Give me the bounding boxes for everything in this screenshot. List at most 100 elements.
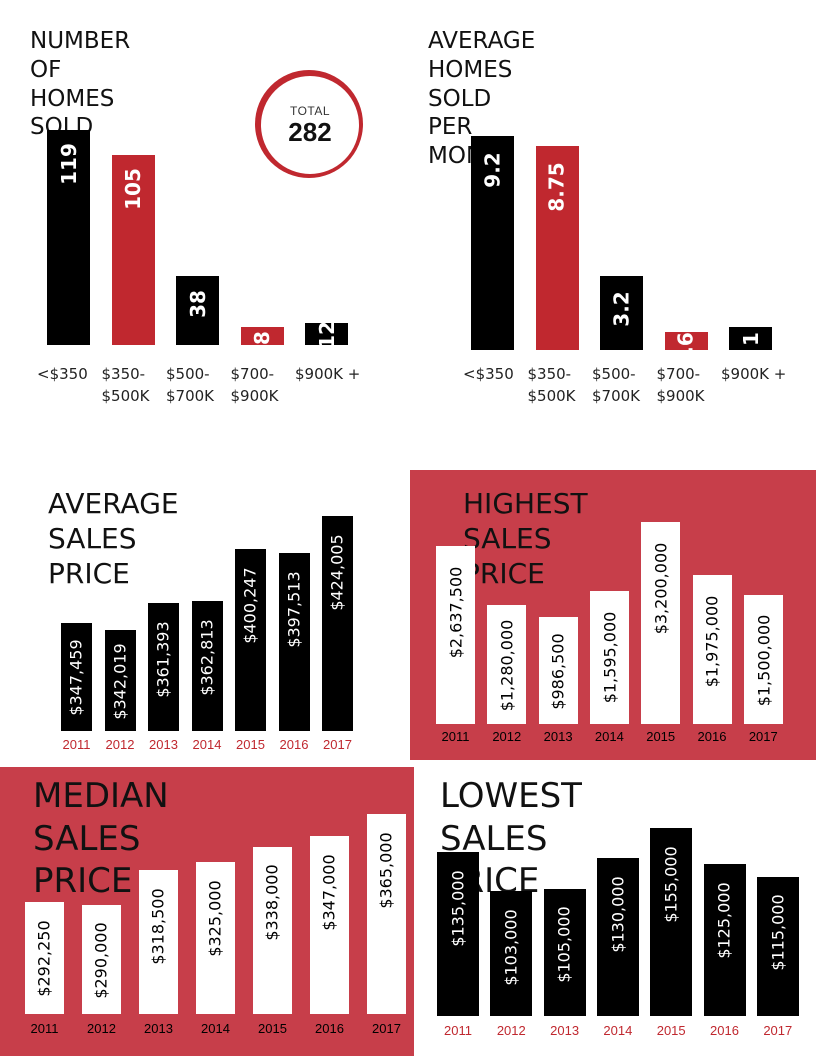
highest-price-year-label: 2014 [594,729,624,744]
median-price-bar [367,814,406,1014]
avg-per-month-category-label: $500- $700K [592,365,641,405]
avg-per-month-bar [535,146,579,350]
avg-per-month-bar [729,326,772,350]
median-price-value-label: $292,250 [35,920,54,997]
median-price-value-label: $290,000 [92,922,111,999]
median-price-title: MEDIAN SALES PRICE [33,776,169,901]
highest-price-year-label: 2011 [441,729,470,744]
total-value: 282 [288,116,332,147]
average-price-year-label: 2011 [62,737,91,752]
average-price-value-label: $347,459 [67,639,86,717]
highest-price-value-label: $1,595,000 [599,611,619,704]
homes-sold-category-label: $700- $900K [230,365,279,405]
median-price-year-label: 2012 [87,1021,116,1036]
average-price-bar [235,549,266,731]
average-price-bar [191,601,223,731]
avg-per-month-value-label: 8.75 [545,162,570,212]
average-price-value-label: $400,247 [241,567,260,644]
homes-sold-value-label: 119 [56,142,81,185]
average-price-bar [148,603,179,731]
lowest-price-year-label: 2013 [550,1023,580,1038]
average-price-value-label: $342,019 [110,643,130,720]
lowest-price-value-label: $130,000 [608,876,628,953]
median-price-value-label: $338,000 [263,864,282,942]
avg-per-month-value-label: 3.2 [609,291,634,328]
lowest-price-bar [703,864,746,1016]
homes-sold-bar [47,130,90,345]
homes-sold-category-label: $500- $700K [166,365,215,405]
lowest-price-value-label: $135,000 [448,870,468,947]
highest-price-value-label: $1,500,000 [753,614,773,707]
lowest-price-value-label: $115,000 [768,894,788,971]
avg-per-month-bar [600,275,643,350]
median-price-value-label: $347,000 [320,853,339,931]
avg-per-month-value-label: 0.67 [674,318,699,368]
homes-sold-bar [111,155,155,345]
avg-per-month-category-label: $350- $500K [527,365,576,405]
lowest-price-year-label: 2016 [710,1023,739,1038]
avg-per-month-value-label: 1 [738,332,763,347]
median-price-year-label: 2011 [30,1021,59,1036]
lowest-price-value-label: $125,000 [715,882,734,959]
average-price-value-label: $397,513 [284,571,304,648]
avg-per-month-category-label: $900K + [721,365,787,383]
average-price-bar [104,630,136,731]
highest-price-bar [436,546,475,724]
average-price-year-label: 2015 [236,737,265,752]
median-price-year-label: 2017 [372,1021,401,1036]
average-price-year-label: 2012 [105,737,135,752]
total-badge-ring: TOTAL 282 [261,76,359,174]
lowest-price-bar [437,852,479,1016]
highest-price-year-label: 2012 [492,729,522,744]
lowest-price-year-label: 2012 [496,1023,526,1038]
average-price-year-label: 2014 [192,737,222,752]
average-price-value-label: $361,393 [154,621,173,698]
avg-per-month-bar [471,136,514,350]
homes-sold-title: NUMBER OF HOMES SOLD [30,28,131,141]
lowest-price-year-label: 2014 [603,1023,633,1038]
avg-per-month-bar [664,332,708,350]
highest-price-value-label: $3,200,000 [651,542,671,635]
highest-price-bar [692,574,732,724]
median-price-value-label: $325,000 [206,880,225,957]
homes-sold-value-label: 38 [185,289,210,318]
avg-per-month-category-label: <$350 [463,365,514,383]
highest-price-year-label: 2016 [697,729,727,744]
median-price-year-label: 2015 [258,1021,287,1036]
total-label: TOTAL [289,103,331,118]
highest-price-bar [641,522,681,724]
lowest-price-year-label: 2015 [656,1023,686,1038]
lowest-price-year-label: 2017 [763,1023,793,1038]
lowest-price-year-label: 2011 [444,1023,472,1038]
average-price-value-label: $424,005 [328,534,347,611]
highest-price-title: HIGHEST SALES PRICE [463,487,588,590]
highest-price-bar [487,604,527,724]
homes-sold-value-label: 12 [314,321,339,350]
lowest-price-bar [650,828,693,1016]
average-price-bar [322,516,353,731]
lowest-price-value-label: $155,000 [661,846,681,923]
average-price-bar [278,552,310,731]
highest-price-bar [538,617,578,724]
highest-price-year-label: 2013 [543,729,573,744]
median-price-bar [310,835,349,1014]
lowest-price-value-label: $103,000 [501,909,521,986]
median-price-bar [25,902,64,1014]
average-price-year-label: 2013 [149,737,178,752]
homes-sold-bar [176,276,219,345]
highest-price-value-label: $986,500 [548,633,568,710]
average-price-year-label: 2016 [279,737,309,752]
highest-price-year-label: 2017 [748,729,778,744]
average-price-title: AVERAGE SALES PRICE [48,487,179,590]
homes-sold-value-label: 8 [249,331,274,345]
lowest-price-bar [490,891,533,1016]
highest-price-year-label: 2015 [646,729,676,744]
median-price-year-label: 2016 [315,1021,344,1036]
homes-sold-bar [240,327,284,345]
median-price-bar [196,862,235,1014]
avg-per-month-category-label: $700- $900K [656,365,705,405]
median-price-value-label: $318,500 [149,888,168,965]
avg-per-month-value-label: 9.2 [480,152,505,188]
homes-sold-category-label: $350- $500K [101,365,150,405]
average-price-value-label: $362,813 [197,619,217,696]
